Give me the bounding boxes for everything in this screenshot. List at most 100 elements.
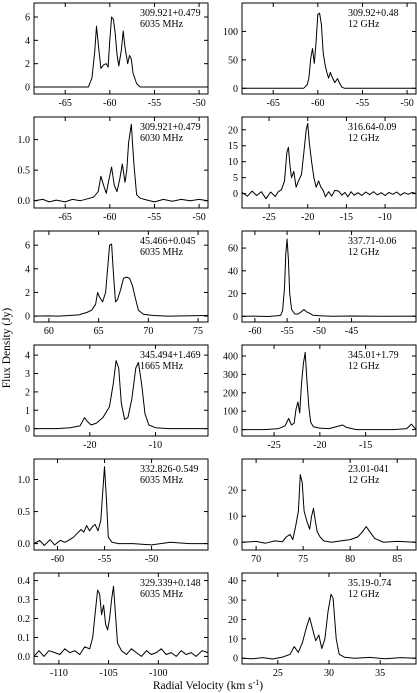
y-tick-label: 0 <box>233 189 238 200</box>
panel-frame <box>33 344 209 437</box>
source-name-label: 309.92+0.48 <box>348 8 399 19</box>
y-tick-label: 5 <box>233 173 238 184</box>
x-tick-label: 35 <box>375 668 385 679</box>
y-tick-label: 300 <box>223 370 238 381</box>
y-tick-label: 4 <box>25 36 30 47</box>
y-tick-label: 0 <box>25 424 30 435</box>
y-tick-label: 0.1 <box>18 633 31 644</box>
y-tick-label: 0 <box>25 312 30 323</box>
x-tick-label: -10 <box>378 212 391 223</box>
y-tick-label: 30 <box>228 596 238 607</box>
x-tick-label: -25 <box>267 440 280 451</box>
panel-frame <box>33 2 209 95</box>
x-axis-title: Radial Velocity (km s-1) <box>153 678 263 692</box>
y-tick-label: 20 <box>228 486 238 497</box>
x-tick-label: 60 <box>44 326 54 337</box>
source-name-label: 309.921+0.479 <box>140 122 201 133</box>
x-tick-label: -110 <box>50 668 68 679</box>
y-tick-label: 0.2 <box>18 614 31 625</box>
panel-frame <box>33 116 209 209</box>
x-tick-label: -50 <box>145 554 158 565</box>
spectrum-line <box>33 243 209 317</box>
spectrum-line <box>241 122 417 200</box>
y-tick-label: 0.3 <box>18 595 31 606</box>
y-tick-label: 10 <box>228 512 238 523</box>
spectrum-line <box>242 12 416 89</box>
frequency-label: 6035 MHz <box>140 475 184 486</box>
y-tick-label: 40 <box>228 266 238 277</box>
x-tick-label: -65 <box>59 212 72 223</box>
y-tick-label: 6 <box>25 13 30 24</box>
y-tick-label: 0.0 <box>18 652 31 663</box>
frequency-label: 12 GHz <box>348 19 380 30</box>
source-name-label: 329.339+0.148 <box>140 578 201 589</box>
y-tick-label: 2 <box>25 387 30 398</box>
y-tick-label: 0 <box>233 654 238 665</box>
spectrum-line <box>34 360 208 430</box>
source-name-label: 35.19-0.74 <box>348 578 391 589</box>
y-tick-label: 1.0 <box>18 135 31 146</box>
frequency-label: 12 GHz <box>348 475 380 486</box>
y-tick-label: 4 <box>25 351 30 362</box>
y-tick-label: 0 <box>233 425 238 436</box>
panel-frame <box>241 344 417 437</box>
x-tick-label: -20 <box>83 440 96 451</box>
x-tick-label: -55 <box>356 98 369 109</box>
frequency-label: 12 GHz <box>348 133 380 144</box>
source-name-label: 45.466+0.045 <box>140 236 196 247</box>
x-axis-title-close: ) <box>259 680 263 692</box>
x-tick-label: -50 <box>192 98 205 109</box>
y-tick-label: 0.5 <box>18 507 31 518</box>
x-tick-label: -65 <box>267 98 280 109</box>
x-tick-label: -55 <box>98 554 111 565</box>
source-name-label: 316.64-0.09 <box>348 122 396 133</box>
frequency-label: 12 GHz <box>348 361 380 372</box>
x-tick-label: -60 <box>248 326 261 337</box>
y-tick-label: 0.0 <box>18 539 31 550</box>
x-tick-label: -25 <box>262 212 275 223</box>
y-tick-label: 0 <box>233 538 238 549</box>
x-tick-label: 65 <box>94 326 104 337</box>
x-tick-label: -10 <box>149 440 162 451</box>
x-tick-label: 25 <box>273 668 283 679</box>
y-tick-label: 0.0 <box>18 196 31 207</box>
y-tick-label: 0.5 <box>18 166 31 177</box>
x-tick-label: -55 <box>148 98 161 109</box>
y-tick-label: 2 <box>25 288 30 299</box>
panel-frame <box>241 116 417 209</box>
panel-frame <box>241 458 417 551</box>
x-tick-label: -50 <box>192 212 205 223</box>
x-tick-label: -55 <box>280 326 293 337</box>
x-tick-label: -60 <box>51 554 64 565</box>
spectrum-line <box>241 593 417 660</box>
y-tick-label: 0 <box>233 312 238 323</box>
source-name-label: 332.826-0.549 <box>140 464 198 475</box>
y-tick-label: 1.0 <box>18 475 31 486</box>
x-tick-label: 85 <box>392 554 402 565</box>
frequency-label: 6035 MHz <box>140 247 184 258</box>
spectrum-line <box>241 238 417 317</box>
x-tick-label: -45 <box>345 326 358 337</box>
x-axis-title-exponent: -1 <box>253 678 260 687</box>
x-tick-label: 75 <box>193 326 203 337</box>
y-tick-label: 6 <box>25 241 30 252</box>
x-tick-label: -60 <box>311 98 324 109</box>
y-tick-label: 50 <box>228 55 238 66</box>
spectrum-line <box>33 466 208 546</box>
x-tick-label: -100 <box>149 668 167 679</box>
y-tick-label: 0.4 <box>18 576 31 587</box>
x-tick-label: 80 <box>345 554 355 565</box>
x-tick-label: 70 <box>251 554 261 565</box>
frequency-label: 1665 MHz <box>140 361 184 372</box>
source-name-label: 309.921+0.479 <box>140 8 201 19</box>
x-tick-label: -15 <box>359 440 372 451</box>
